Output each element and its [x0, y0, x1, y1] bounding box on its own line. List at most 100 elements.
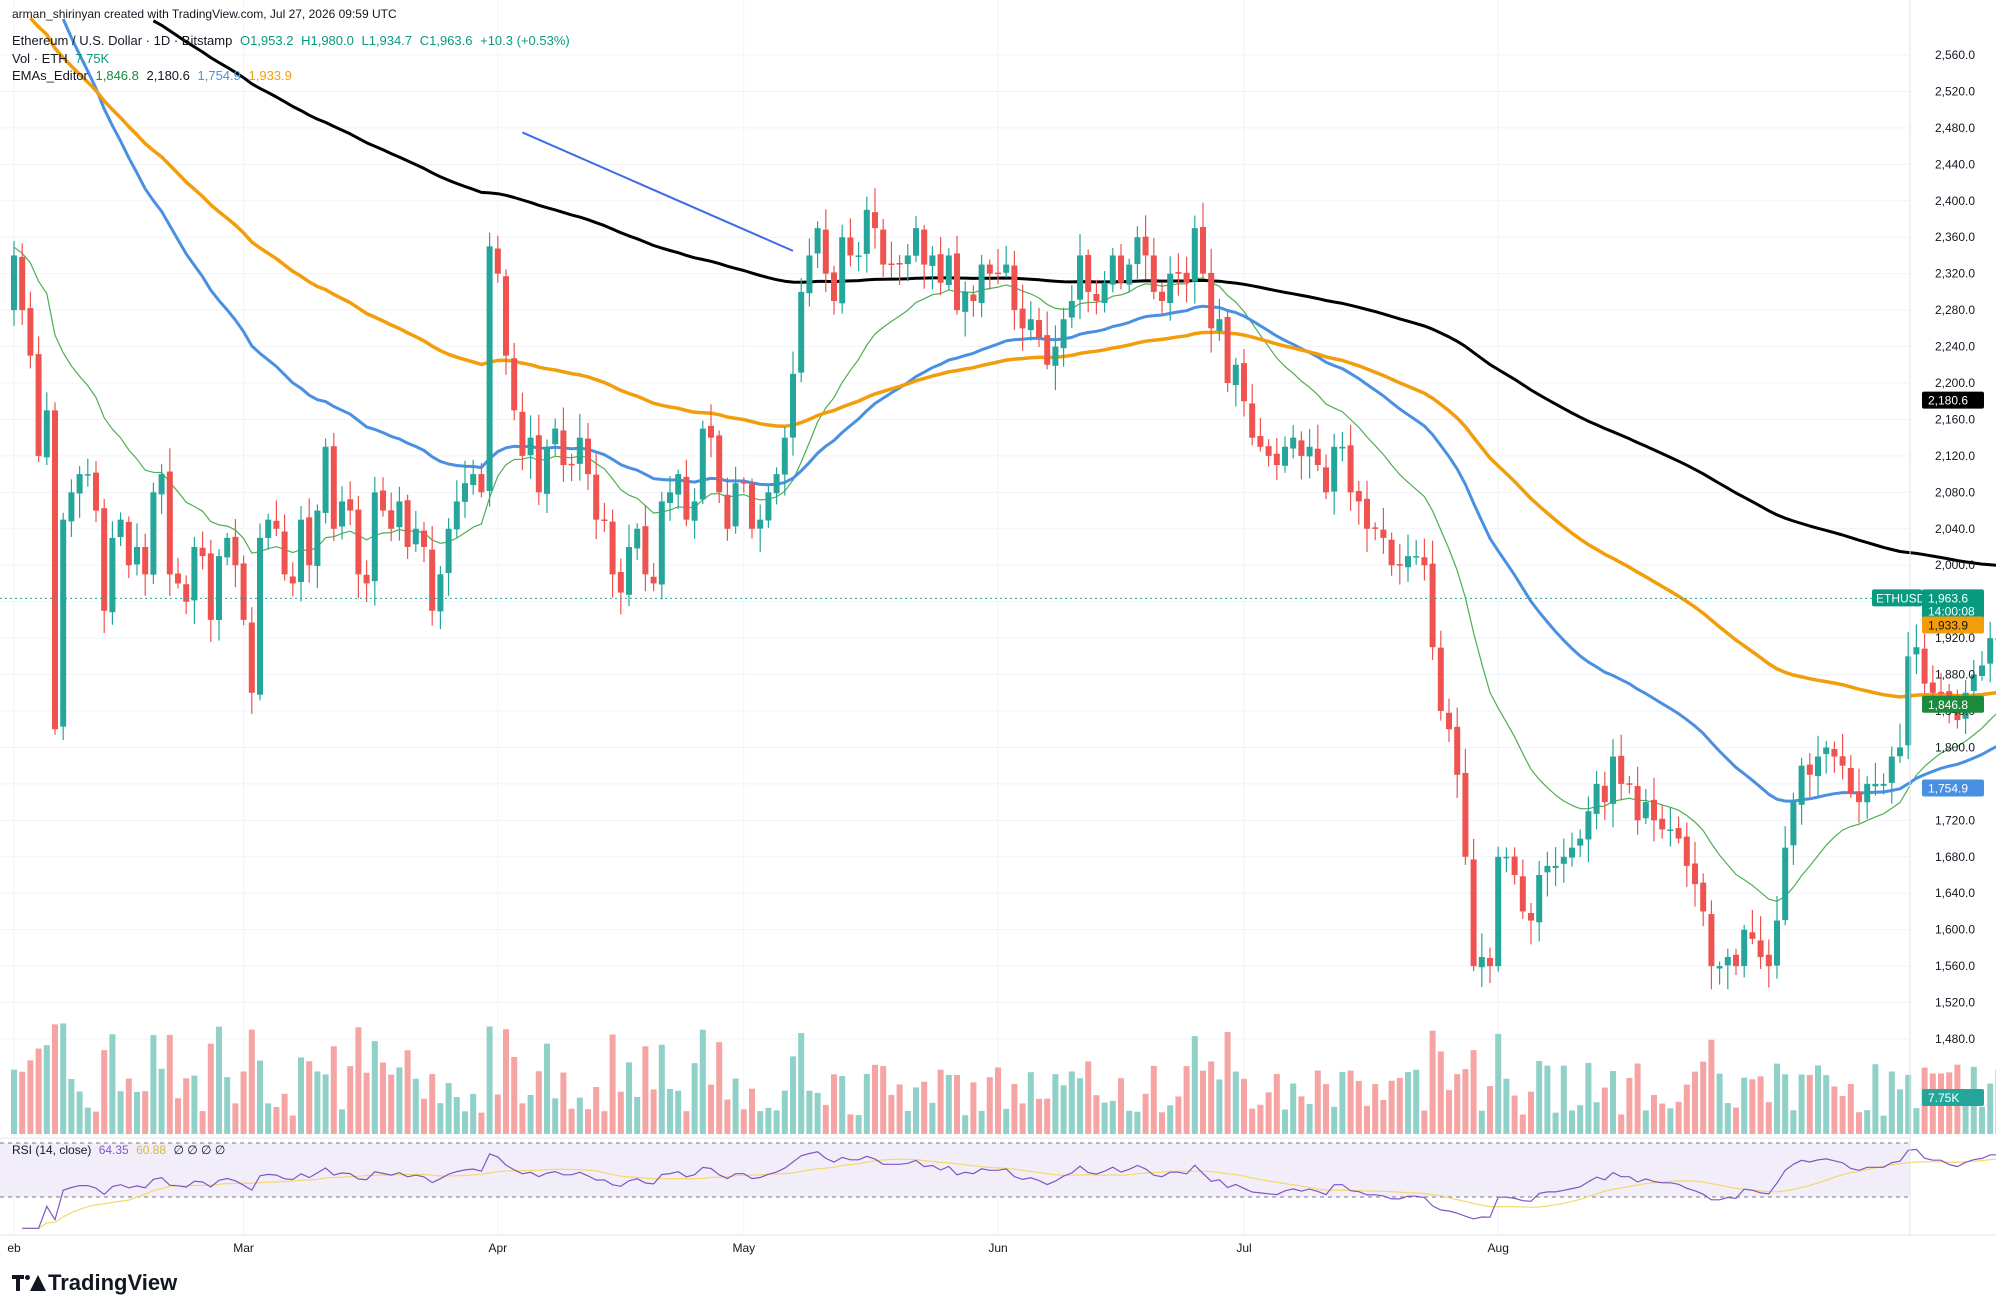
candle-body	[1495, 856, 1502, 967]
volume-bar	[1216, 1079, 1223, 1134]
candle-body	[937, 254, 944, 283]
candle-body	[544, 446, 550, 494]
candle-body	[822, 229, 829, 274]
volume-bar	[658, 1044, 665, 1134]
candle-body	[814, 228, 821, 254]
candle-body	[1462, 772, 1469, 857]
volume-bar	[1159, 1112, 1165, 1134]
candle-body	[1413, 556, 1420, 558]
candle-body	[1626, 783, 1633, 785]
volume-bar	[1888, 1071, 1895, 1134]
volume-bar	[1249, 1108, 1256, 1134]
candle-body	[1741, 929, 1748, 967]
volume-bar	[568, 1108, 575, 1134]
volume-bar	[535, 1071, 542, 1134]
volume-bar	[847, 1114, 854, 1134]
candle-body	[1044, 335, 1051, 365]
volume-bar	[880, 1066, 887, 1134]
volume-label: Vol · ETH	[12, 51, 68, 66]
volume-bar	[396, 1067, 403, 1134]
volume-bar	[1126, 1110, 1133, 1134]
volume-bar	[683, 1111, 690, 1134]
rsi-band	[0, 1143, 1910, 1197]
volume-bar	[1897, 1089, 1903, 1134]
ema-legend[interactable]: EMAs_Editor 1,846.8 2,180.6 1,754.9 1,93…	[12, 68, 296, 84]
volume-legend[interactable]: Vol · ETH 7.75K	[12, 51, 113, 67]
candle-body	[412, 528, 419, 545]
candle-body	[1470, 859, 1477, 967]
volume-bar	[150, 1035, 157, 1134]
candle-body	[347, 499, 354, 511]
volume-bar	[1027, 1072, 1034, 1134]
candle-body	[1126, 264, 1133, 285]
candle-body	[585, 438, 591, 475]
candle-body	[1265, 446, 1272, 456]
ema-value-20: 1,846.8	[95, 68, 139, 83]
candle-body	[1183, 272, 1190, 283]
volume-bar	[1503, 1078, 1510, 1134]
volume-bar	[1380, 1099, 1387, 1134]
volume-bar	[1232, 1071, 1239, 1134]
candle-body	[1068, 301, 1075, 318]
price-tag-text: 1,933.9	[1928, 618, 1968, 632]
symbol-name: Ethereum / U.S. Dollar · 1D · Bitstamp	[12, 33, 233, 48]
price-tick-label: 2,080.0	[1935, 485, 1975, 499]
volume-bar	[1815, 1065, 1821, 1134]
candle-body	[109, 537, 116, 613]
volume-bar	[1036, 1098, 1042, 1134]
volume-bar	[1913, 1108, 1920, 1134]
candle-body	[749, 484, 755, 529]
volume-bar	[1437, 1051, 1444, 1134]
candle-body	[1142, 236, 1149, 256]
volume-bar	[1052, 1074, 1059, 1134]
symbol-legend[interactable]: Ethereum / U.S. Dollar · 1D · Bitstamp O…	[12, 33, 574, 49]
tradingview-brand[interactable]: TradingView	[12, 1270, 177, 1296]
candle-body	[1872, 783, 1879, 787]
candle-body	[101, 508, 108, 611]
candle-body	[1478, 957, 1485, 968]
volume-bar	[1142, 1093, 1149, 1134]
candle-body	[839, 237, 846, 304]
candle-body	[617, 572, 624, 593]
volume-bar	[1585, 1062, 1592, 1134]
volume-bar	[1314, 1070, 1321, 1134]
candle-body	[1905, 656, 1912, 746]
candle-body	[1437, 647, 1444, 711]
volume-bar	[1880, 1115, 1887, 1134]
candle-body	[1380, 529, 1387, 538]
candle-body	[1273, 453, 1280, 465]
volume-bar	[1905, 1074, 1912, 1134]
price-tick-label: 1,800.0	[1935, 740, 1975, 754]
candle-body	[1683, 836, 1690, 866]
volume-bar	[265, 1103, 272, 1134]
volume-bar	[1495, 1033, 1502, 1134]
volume-bar	[248, 1029, 255, 1134]
rsi-legend[interactable]: RSI (14, close) 64.35 60.88 ∅ ∅ ∅ ∅	[12, 1142, 229, 1158]
volume-bar	[913, 1087, 919, 1134]
candle-body	[84, 474, 91, 476]
volume-bar	[1101, 1102, 1108, 1134]
candle-body	[355, 509, 362, 575]
candle-body	[757, 519, 764, 529]
rsi-ma-line	[22, 1158, 1996, 1229]
volume-bar	[1421, 1110, 1428, 1134]
volume-bar	[970, 1082, 977, 1134]
volume-bar	[1601, 1087, 1608, 1134]
candle-body	[1724, 957, 1731, 966]
candle-body	[650, 576, 657, 584]
time-axis[interactable]: eb Mar Apr May Jun Jul Aug	[0, 1234, 1996, 1255]
volume-bar	[527, 1094, 534, 1134]
candle-body	[1560, 856, 1567, 864]
candle-body	[1323, 467, 1329, 493]
volume-bar	[462, 1111, 468, 1134]
candle-body	[1298, 440, 1305, 456]
rsi-line	[22, 1148, 1996, 1229]
candle-body	[1290, 437, 1297, 449]
candle-body	[1085, 254, 1092, 292]
candle-body	[1077, 255, 1083, 300]
volume-bar	[1519, 1114, 1526, 1134]
time-tick-label: Mar	[233, 1241, 254, 1255]
rsi-pane	[0, 1137, 1996, 1229]
volume-bar	[1150, 1065, 1157, 1134]
